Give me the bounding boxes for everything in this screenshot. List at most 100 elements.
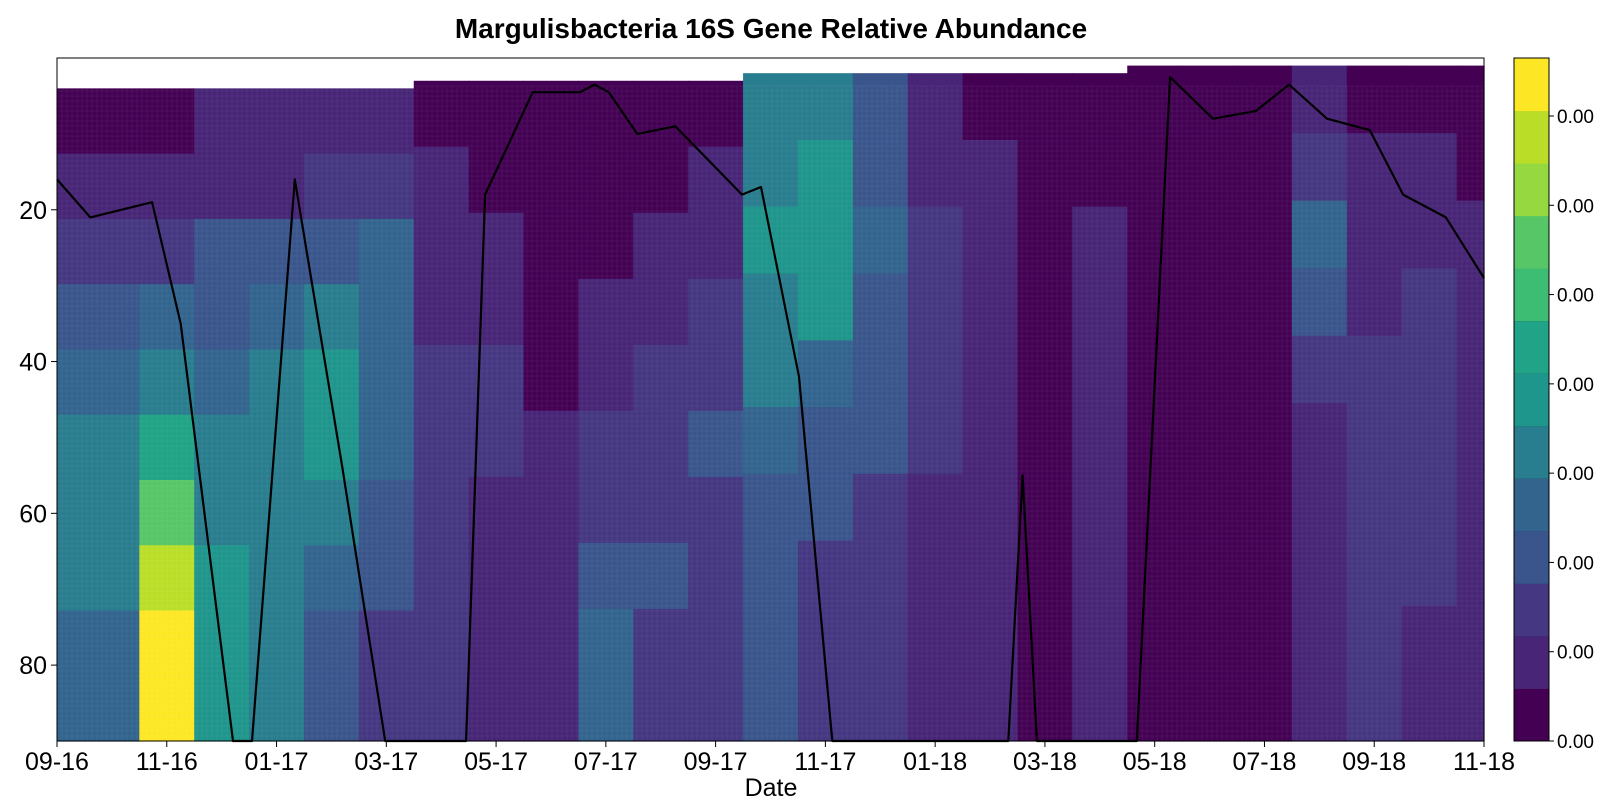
plot-area [56, 65, 1485, 742]
heatmap-cell [303, 153, 360, 220]
heatmap-cell [633, 344, 689, 412]
x-tick-label: 09-16 [25, 748, 89, 776]
heatmap-cell [57, 88, 86, 155]
heatmap-cell [1072, 73, 1128, 141]
heatmap-cell [797, 73, 854, 141]
heatmap-cell [1401, 538, 1458, 607]
heatmap-cell [1017, 674, 1073, 742]
heatmap-cell [194, 284, 250, 351]
heatmap-cell [578, 608, 634, 676]
x-tick-label: 09-18 [1342, 748, 1406, 776]
colorbar-tick-label: 0.00 [1557, 196, 1594, 217]
heatmap-cell [523, 410, 579, 478]
x-axis-title: Date [745, 774, 798, 800]
heatmap-cell [84, 675, 140, 742]
x-tick-label: 07-17 [574, 748, 638, 776]
heatmap-cell [358, 414, 415, 481]
heatmap-cell [57, 479, 86, 546]
heatmap-cell [358, 284, 415, 351]
colorbar-tick-label: 0.00 [1557, 375, 1594, 396]
heatmap-cell [1291, 268, 1348, 337]
colorbar-segment [1514, 583, 1549, 637]
heatmap-cell [358, 675, 415, 742]
heatmap-cell [413, 542, 470, 610]
heatmap-cell [1456, 268, 1485, 337]
heatmap-cell [797, 139, 854, 208]
colorbar-segment [1514, 163, 1549, 217]
heatmap-cell [1182, 403, 1238, 472]
heatmap-cell [852, 273, 909, 341]
heatmap-cell [1237, 335, 1293, 404]
heatmap-cell [578, 344, 634, 412]
heatmap-cell [358, 349, 415, 416]
heatmap-cell [1072, 540, 1128, 609]
heatmap-cell [139, 545, 195, 612]
heatmap-cell [194, 153, 250, 220]
heatmap-cell [1291, 673, 1348, 742]
heatmap-cell [578, 212, 634, 280]
x-tick-label: 01-18 [903, 748, 967, 776]
heatmap-cell [797, 273, 854, 341]
heatmap-cell [1456, 65, 1485, 134]
x-tick-label: 11-18 [1453, 748, 1515, 776]
heatmap-cell [1456, 335, 1485, 404]
heatmap-cell [1237, 538, 1293, 607]
heatmap-cell [1182, 538, 1238, 607]
colorbar-tick-label: 0.00 [1557, 464, 1594, 485]
heatmap-cell [743, 540, 799, 609]
heatmap-cell [852, 206, 909, 275]
heatmap-cell [852, 407, 909, 475]
heatmap-cell [523, 476, 579, 544]
heatmap-cell [1017, 607, 1073, 675]
heatmap-cell [139, 610, 195, 677]
heatmap-cell [523, 542, 579, 610]
colorbar-segment [1514, 215, 1549, 269]
heatmap-cell [633, 608, 689, 676]
heatmap-cell [688, 674, 744, 742]
heatmap-cell [907, 73, 964, 141]
heatmap-cell [1017, 139, 1073, 208]
heatmap-cell [303, 545, 360, 612]
heatmap-cell [1237, 268, 1293, 337]
heatmap-cell [907, 540, 964, 609]
heatmap-cell [358, 88, 415, 155]
colorbar-segment [1514, 688, 1549, 742]
heatmap-cell [1401, 335, 1458, 404]
heatmap-cell [468, 212, 525, 280]
heatmap-cell [413, 278, 470, 346]
heatmap-cell [1017, 407, 1073, 475]
x-tick-label: 09-17 [684, 748, 748, 776]
heatmap-cell [1401, 673, 1458, 742]
heatmap-cell [1401, 470, 1458, 539]
heatmap-cell [578, 146, 634, 214]
x-tick-label: 11-16 [136, 748, 198, 776]
heatmap-cell [84, 414, 140, 481]
heatmap-cell [1401, 605, 1458, 675]
heatmap-cell [468, 278, 525, 346]
heatmap-cell [962, 607, 1019, 675]
heatmap-cell [1072, 273, 1128, 341]
heatmap-cell [1017, 340, 1073, 408]
heatmap-cell [468, 608, 525, 676]
heatmap-cell [249, 545, 305, 612]
heatmap-cell [1346, 200, 1403, 269]
heatmap-cell [523, 344, 579, 412]
plot-frame [56, 57, 1485, 742]
heatmap-cell [852, 473, 909, 542]
heatmap-cell [468, 476, 525, 544]
heatmap-cell [688, 542, 744, 610]
colorbar-segment [1514, 530, 1549, 584]
heatmap-cell [1182, 335, 1238, 404]
colorbar-segment [1514, 373, 1549, 427]
heatmap-cell [1291, 538, 1348, 607]
heatmap-cell [743, 674, 799, 742]
heatmap-cell [194, 545, 250, 612]
heatmap-cell [688, 476, 744, 544]
heatmap-cell [1346, 673, 1403, 742]
heatmap-cell [1346, 133, 1403, 202]
heatmap-cell [797, 206, 854, 275]
heatmap-cell [249, 218, 305, 285]
heatmap-cell [1346, 538, 1403, 607]
x-tick-label: 11-17 [794, 748, 856, 776]
y-tick-label: 40 [19, 349, 47, 377]
